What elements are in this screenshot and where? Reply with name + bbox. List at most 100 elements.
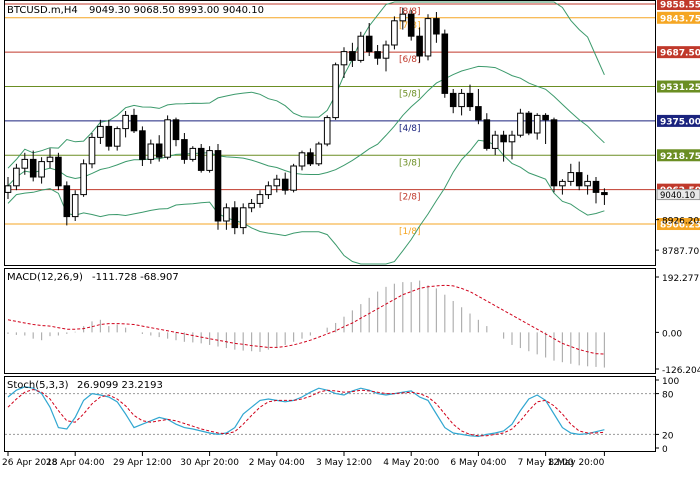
price-level-tag-text: 9218.75	[660, 152, 700, 162]
current-price-label: 9040.10	[660, 191, 695, 201]
candle-body	[181, 139, 188, 160]
time-tick-label: 30 Apr 20:00	[180, 458, 239, 468]
price-tick-label: 8787.70	[662, 247, 699, 257]
candle-body	[63, 185, 71, 218]
stoch-signal-line	[7, 388, 605, 437]
bollinger-upper	[7, 1, 605, 169]
time-tick-label: 3 May 12:00	[316, 458, 372, 468]
candle-body	[567, 172, 575, 182]
candle-body	[4, 185, 12, 193]
price-pane: [8/8]9858.55[7/8]9843.75[6/8]9687.50[5/8…	[4, 0, 700, 265]
candle-body	[223, 207, 230, 222]
macd-title: MACD(12,26,9)	[7, 272, 83, 283]
price-level-tag-text: 9531.25	[660, 83, 700, 93]
stoch-main-line	[7, 386, 605, 438]
time-tick-label: 8 May 20:00	[548, 458, 604, 468]
candle-body	[147, 143, 155, 160]
candle-body	[575, 172, 583, 187]
candle-body	[542, 114, 549, 121]
candle-body	[189, 147, 197, 160]
price-pane-frame	[4, 0, 656, 266]
price-level-tag	[657, 80, 700, 93]
candle-body	[231, 207, 239, 229]
candle-body	[416, 35, 423, 57]
candle-body	[97, 125, 104, 138]
candle-body	[374, 51, 381, 59]
candle-body	[13, 167, 20, 187]
candle-body	[315, 143, 323, 165]
candle-body	[88, 136, 96, 165]
candle-body	[601, 192, 608, 196]
price-level-tag-text: 8906.25	[660, 221, 700, 231]
candle-body	[382, 44, 390, 59]
candle-body	[29, 158, 37, 178]
macd-tick-label: 192.277	[662, 274, 699, 284]
time-tick-label: 26 Apr 2018	[2, 458, 58, 468]
candle-body	[475, 106, 482, 121]
macd-values-header: -111.728 -68.907	[92, 272, 179, 283]
murrey-label: [5/8]	[399, 90, 421, 100]
candle-body	[407, 13, 415, 37]
candle-body	[349, 51, 356, 61]
candle-body	[433, 18, 440, 35]
candle-body	[508, 134, 516, 143]
candle-body	[483, 119, 491, 149]
murrey-label: [2/8]	[399, 193, 421, 203]
candle-body	[113, 128, 121, 147]
candle-body	[55, 156, 62, 187]
candle-body	[517, 112, 524, 136]
candle-body	[164, 119, 171, 158]
candle-body	[466, 92, 474, 108]
price-tick-label: 8926.20	[662, 217, 699, 227]
price-level-tag	[657, 114, 700, 127]
candle-body	[256, 194, 264, 204]
murrey-label: [6/8]	[399, 55, 421, 65]
price-level-tag	[657, 218, 700, 231]
candle-body	[38, 161, 45, 178]
candle-body	[525, 112, 533, 134]
candle-body	[197, 147, 205, 171]
candle-body	[265, 185, 272, 196]
candle-body	[340, 51, 348, 66]
stoch-tick-label: 0	[662, 445, 668, 455]
murrey-label: [8/8]	[399, 7, 421, 17]
stoch-values-header: 26.9099 23.2193	[77, 380, 163, 391]
price-ohlc-header: 9049.30 9068.50 8993.00 9040.10	[89, 5, 264, 16]
time-tick-label: 29 Apr 12:00	[113, 458, 172, 468]
candle-body	[391, 20, 398, 46]
candle-body	[290, 165, 297, 191]
stoch-pane: 100 80 20 0	[5, 377, 679, 455]
macd-signal-line	[7, 284, 605, 355]
candle-body	[298, 152, 306, 167]
stoch-tick-label: 80	[662, 391, 674, 401]
candle-body	[323, 117, 331, 145]
macd-pane: 192.277 0.00 -126.204	[7, 274, 700, 376]
time-tick-label: 2 May 04:00	[249, 458, 305, 468]
candle-body	[491, 134, 499, 149]
candle-body	[559, 180, 566, 187]
candle-body	[155, 143, 163, 158]
candle-body	[239, 207, 247, 229]
candle-body	[248, 202, 255, 209]
candle-body	[449, 92, 457, 108]
candle-body	[357, 35, 365, 61]
price-title: BTCUSD.m,H4	[7, 5, 78, 16]
candle-body	[307, 152, 314, 165]
murrey-label: [1/8]	[399, 227, 421, 237]
bollinger-lower	[7, 139, 605, 265]
macd-tick-label: 0.00	[662, 329, 682, 339]
murrey-label: [4/8]	[399, 124, 421, 134]
time-tick-label: 28 Apr 04:00	[46, 458, 105, 468]
candle-body	[21, 158, 29, 169]
candle-body	[441, 33, 449, 94]
price-level-tag-text: 9858.55	[660, 1, 700, 11]
candle-body	[130, 114, 138, 132]
candle-body	[273, 178, 281, 187]
candle-body	[533, 114, 541, 134]
price-level-tag-text: 9843.75	[660, 14, 700, 24]
candle-body	[214, 150, 222, 222]
candle-body	[424, 18, 432, 57]
candle-body	[584, 180, 591, 187]
candle-body	[122, 114, 129, 130]
